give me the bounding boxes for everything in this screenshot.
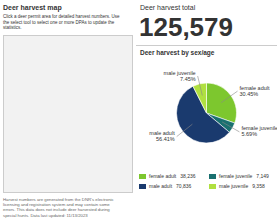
svg-text:female juvenile5.69%: female juvenile5.69% [241,125,269,137]
html-text:female juvenile: female juvenile [219,173,253,179]
html-text:Click a deer permit area for d: Click a deer permit area for detailed ha… [3,14,120,30]
html-text:Deer harvest map: Deer harvest map [3,4,62,11]
html-text:38,236: 38,236 [180,173,196,179]
html-text:Harvest numbers are generated: Harvest numbers are generated from the D… [3,196,114,218]
html-text:125,579: 125,579 [139,12,233,42]
svg-text:male adult56.41%: male adult56.41% [149,130,175,142]
svg-text:male juvenile7.45%: male juvenile7.45% [164,70,196,82]
html-text:male adult: male adult [149,183,173,189]
html-text:male juvenile: male juvenile [219,183,249,189]
html-text:70,836: 70,836 [176,183,192,189]
html-text:female adult: female adult [149,173,177,179]
html-text:9,358: 9,358 [252,183,265,189]
html-text:7,149: 7,149 [256,173,269,179]
html-text:Deer harvest by sex/age: Deer harvest by sex/age [140,49,215,56]
html-text:Deer harvest total: Deer harvest total [140,4,196,11]
svg-text:female adult30.45%: female adult30.45% [240,85,269,97]
